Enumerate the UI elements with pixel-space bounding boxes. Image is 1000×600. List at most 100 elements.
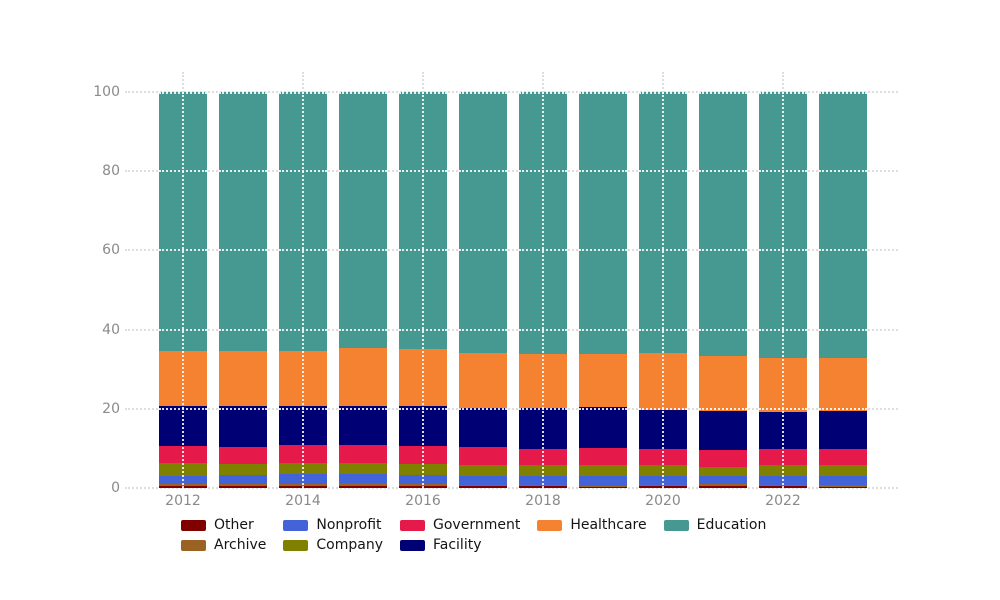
stacked-bar-2019 (579, 92, 627, 488)
bar-overlay-gridline-h-80 (819, 170, 867, 173)
bar-segment-education (339, 92, 387, 348)
legend-swatch-education (663, 520, 689, 531)
bar-segment-other (459, 486, 507, 488)
bar-segment-archive (699, 484, 747, 487)
bar-segment-company (699, 466, 747, 477)
legend-column: Healthcare (537, 517, 647, 533)
legend-swatch-other (181, 520, 206, 531)
bar-overlay-gridline-h-100 (459, 92, 507, 94)
stacked-bar-2017 (459, 92, 507, 488)
legend-item-nonprofit: Nonprofit (283, 518, 383, 533)
bar-segment-archive (819, 485, 867, 487)
bar-segment-other (339, 485, 387, 488)
bar-segment-company (819, 465, 867, 477)
legend-item-healthcare: Healthcare (537, 517, 647, 533)
bar-overlay-gridline-h-80 (579, 170, 627, 173)
bar-overlay-gridline-h-80 (699, 170, 747, 173)
bar-segment-education (699, 92, 747, 356)
legend-label: Company (316, 537, 383, 553)
legend-item-other: Other (181, 518, 266, 533)
bar-overlay-gridline-h-40 (819, 328, 867, 331)
bar-overlay-gridline-h-100 (819, 92, 867, 94)
legend-label: Education (696, 517, 767, 533)
bar-segment-facility (339, 406, 387, 445)
y-tick-label-60: 60 (102, 242, 120, 259)
legend-swatch-facility (400, 540, 425, 551)
bar-segment-facility (579, 407, 627, 448)
bar-segment-government (699, 449, 747, 467)
bar-overlay-gridline-h-40 (339, 328, 387, 331)
legend-column: Other Archive (181, 518, 266, 553)
bar-segment-other (579, 486, 627, 488)
legend-item-government: Government (400, 518, 520, 533)
bar-segment-archive (579, 485, 627, 487)
legend-label: Other (214, 517, 254, 533)
bar-segment-healthcare (579, 353, 627, 408)
x-tick-label-2016: 2016 (405, 493, 441, 509)
bar-segment-company (579, 465, 627, 477)
bar-overlay-gridline-h-20 (339, 407, 387, 410)
bar-overlay-gridline-h-80 (339, 170, 387, 173)
x-tick-label-2012: 2012 (165, 493, 201, 509)
plot-area (125, 72, 898, 489)
stacked-bar-2012 (159, 92, 207, 488)
bar-segment-nonprofit (579, 476, 627, 486)
gridline-h-60 (125, 249, 898, 252)
gridline-h-80 (125, 170, 898, 173)
bar-overlay-gridline-v (662, 92, 664, 488)
bar-overlay-gridline-h-60 (219, 249, 267, 252)
bar-overlay-gridline-v (422, 92, 424, 488)
legend: Other Archive Nonprofit Company Government Fa… (181, 518, 766, 553)
bar-overlay-gridline-v (182, 92, 184, 488)
bar-segment-healthcare (819, 357, 867, 411)
stacked-bar-2015 (339, 92, 387, 488)
stacked-bar-2018 (519, 92, 567, 488)
bar-segment-facility (219, 406, 267, 447)
bar-segment-government (219, 446, 267, 465)
bar-segment-archive (459, 484, 507, 487)
bars-group (159, 92, 867, 488)
legend-label: Healthcare (570, 517, 647, 533)
legend-label: Facility (433, 537, 482, 553)
bar-segment-facility (819, 410, 867, 449)
stacked-bar-2020 (639, 92, 687, 488)
y-tick-label-0: 0 (111, 480, 120, 496)
legend-item-company: Company (283, 538, 383, 553)
bar-segment-healthcare (339, 347, 387, 407)
bar-segment-healthcare (219, 350, 267, 407)
bar-segment-nonprofit (819, 476, 867, 486)
x-tick-label-2020: 2020 (645, 493, 681, 509)
legend-column: Government Facility (400, 518, 520, 553)
bar-segment-education (219, 92, 267, 351)
bar-segment-nonprofit (699, 476, 747, 485)
legend-column: Nonprofit Company (283, 518, 383, 553)
bar-overlay-gridline-h-40 (459, 328, 507, 331)
bar-overlay-gridline-h-40 (699, 328, 747, 331)
y-tick-label-20: 20 (102, 400, 120, 417)
bar-overlay-gridline-h-100 (339, 92, 387, 94)
legend-label: Government (433, 517, 521, 533)
bar-overlay-gridline-h-100 (699, 92, 747, 94)
bar-overlay-gridline-h-80 (219, 170, 267, 173)
bar-overlay-gridline-h-80 (459, 170, 507, 173)
legend-swatch-healthcare (537, 520, 563, 531)
bar-segment-nonprofit (459, 476, 507, 485)
stacked-bar-2013 (219, 92, 267, 488)
bar-overlay-gridline-h-60 (699, 249, 747, 252)
bar-overlay-gridline-h-60 (579, 249, 627, 252)
bar-segment-healthcare (459, 352, 507, 409)
stacked-bar-2014 (279, 92, 327, 488)
x-tick-label-2014: 2014 (285, 493, 321, 509)
legend-item-archive: Archive (181, 538, 266, 553)
bar-segment-archive (339, 483, 387, 486)
bar-overlay-gridline-h-60 (819, 249, 867, 252)
bar-overlay-gridline-h-20 (459, 407, 507, 410)
stacked-bar-2016 (399, 92, 447, 488)
x-tick-label-2022: 2022 (765, 493, 801, 509)
bar-segment-facility (699, 410, 747, 450)
bar-segment-facility (459, 408, 507, 448)
legend-label: Archive (214, 537, 267, 553)
legend-column: Education (663, 517, 767, 533)
bar-overlay-gridline-v (542, 92, 544, 488)
